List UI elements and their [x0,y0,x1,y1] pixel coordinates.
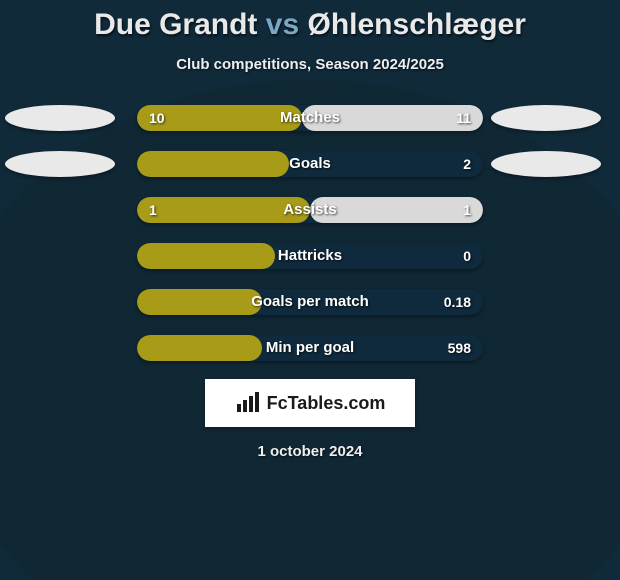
page-title: Due Grandt vs Øhlenschlæger [0,8,620,42]
stat-bar: Min per goal598 [137,335,483,361]
comparison-chart: Matches1011 Goals2 Assists11 Hattricks0 Goal… [0,105,620,361]
player1-marker [5,151,115,177]
stat-row: Matches1011 [0,105,620,131]
player2-marker [491,151,601,177]
stat-bar-left-fill [137,289,262,315]
date-label: 1 october 2024 [0,443,620,460]
stat-value-right: 598 [448,335,471,361]
stat-bar-left-fill [137,243,275,269]
stat-value-right: 2 [463,151,471,177]
stat-value-right: 0.18 [444,289,471,315]
title-player2: Øhlenschlæger [308,8,526,41]
stat-bar: Assists11 [137,197,483,223]
stat-bar-right-fill [310,197,483,223]
player2-marker [491,105,601,131]
logo-text: FcTables.com [267,393,386,414]
bars-icon [235,392,261,414]
stat-bar-left-fill [137,197,310,223]
title-vs: vs [266,8,299,41]
stat-row: Goals per match0.18 [0,289,620,315]
logo-badge: FcTables.com [205,379,415,427]
stat-bar-left-fill [137,105,302,131]
stat-bar-right-fill [302,105,483,131]
stat-bar-left-fill [137,335,262,361]
stat-row: Goals2 [0,151,620,177]
stat-row: Min per goal598 [0,335,620,361]
stat-value-right: 0 [463,243,471,269]
stat-row: Assists11 [0,197,620,223]
title-player1: Due Grandt [94,8,257,41]
stat-bar-left-fill [137,151,289,177]
stat-row: Hattricks0 [0,243,620,269]
content-root: Due Grandt vs Øhlenschlæger Club competi… [0,0,620,580]
stat-bar: Goals per match0.18 [137,289,483,315]
stat-bar: Goals2 [137,151,483,177]
stat-bar: Matches1011 [137,105,483,131]
player1-marker [5,105,115,131]
stat-bar: Hattricks0 [137,243,483,269]
subtitle: Club competitions, Season 2024/2025 [0,56,620,73]
